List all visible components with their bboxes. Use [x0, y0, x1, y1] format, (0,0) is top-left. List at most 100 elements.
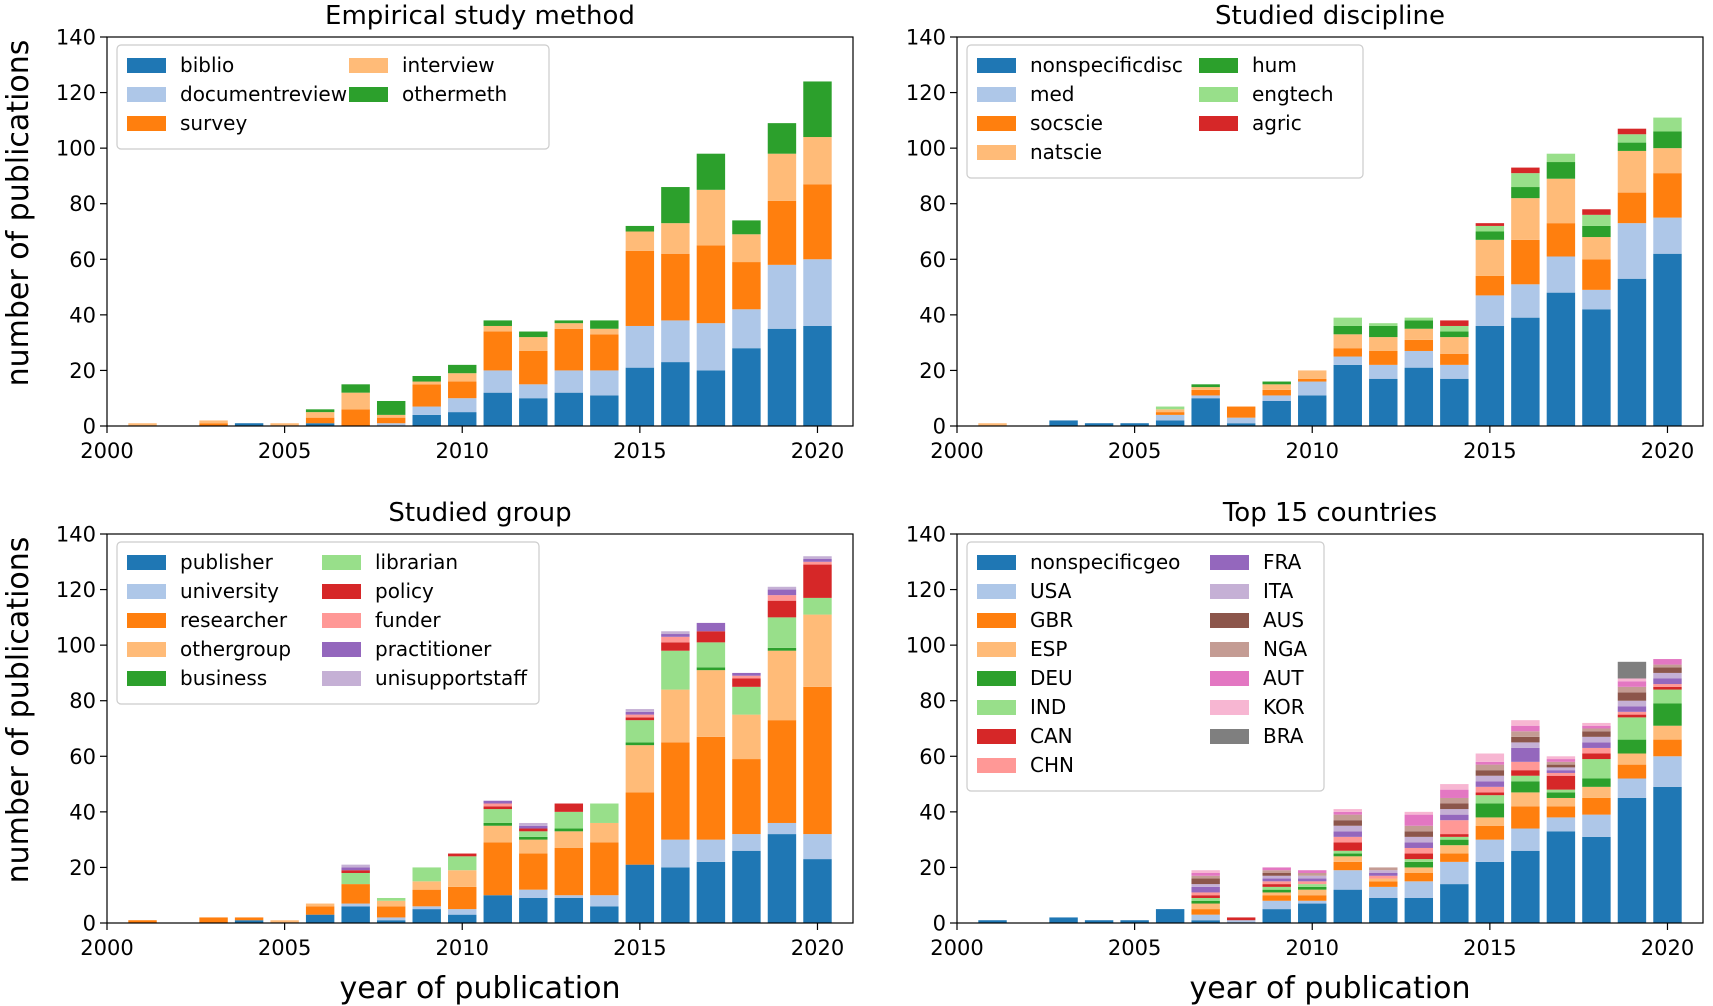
bar-librarian-2014 — [590, 803, 619, 823]
legend-label-othermeth: othermeth — [402, 82, 507, 106]
bar-policy-2007 — [341, 870, 370, 873]
y-tick-label: 140 — [56, 523, 96, 547]
bar-librarian-2009 — [412, 867, 441, 882]
bar-biblio-2010 — [448, 412, 477, 426]
x-tick-label: 2020 — [1641, 936, 1694, 960]
bar-esp-2012 — [1369, 878, 1398, 882]
bars — [128, 81, 832, 426]
y-tick-label: 120 — [56, 81, 96, 105]
bar-ind-2011 — [1333, 850, 1362, 854]
bar-aut-2019 — [1617, 681, 1647, 687]
bar-chn-2007 — [1191, 892, 1220, 896]
bar-usa-2017 — [1546, 817, 1576, 832]
legend-label-researcher: researcher — [180, 608, 288, 632]
bar-practitioner-2011 — [483, 800, 512, 804]
legend-label-esp: ESP — [1030, 637, 1067, 661]
legend-label-engtech: engtech — [1252, 82, 1334, 106]
bar-documentreview-2008 — [376, 423, 406, 426]
bar-ind-2017 — [1546, 789, 1576, 793]
bar-natscie-2010 — [1298, 370, 1327, 379]
y-tick-label: 40 — [69, 800, 96, 824]
bar-publisher-2011 — [483, 895, 512, 923]
bar-deu-2011 — [1333, 853, 1362, 857]
legend-label-publisher: publisher — [180, 550, 274, 574]
bar-ita-2020 — [1653, 672, 1682, 679]
bar-nonspecificdisc-2016 — [1511, 317, 1540, 426]
bar-socscie-2017 — [1546, 223, 1576, 257]
bar-kor-2014 — [1440, 784, 1469, 790]
bar-can-2014 — [1440, 834, 1469, 837]
y-tick-label: 120 — [906, 81, 946, 105]
legend-swatch-policy — [322, 584, 361, 599]
legend-label-gbr: GBR — [1030, 608, 1073, 632]
bar-natscie-2011 — [1333, 334, 1362, 349]
legend-label-deu: DEU — [1030, 666, 1073, 690]
bar-nonspecificgeo-2016 — [1511, 850, 1540, 923]
x-tick-label: 2015 — [613, 439, 666, 463]
legend-swatch-bra — [1210, 729, 1249, 744]
bar-med-2015 — [1475, 295, 1505, 326]
bar-othergroup-2015 — [625, 745, 655, 793]
legend-label-aus: AUS — [1263, 608, 1304, 632]
bar-researcher-2015 — [625, 792, 655, 865]
legend-swatch-university — [127, 584, 166, 599]
bar-ind-2014 — [1440, 836, 1469, 840]
bar-engtech-2016 — [1511, 173, 1540, 188]
bar-unisupportstaff-2019 — [767, 586, 797, 590]
bar-survey-2017 — [696, 245, 726, 324]
bar-researcher-2006 — [305, 906, 335, 915]
bar-med-2013 — [1404, 350, 1434, 368]
bar-documentreview-2016 — [661, 320, 690, 363]
bar-gbr-2011 — [1333, 861, 1362, 871]
plot-frame — [106, 533, 854, 924]
bar-fra-2020 — [1653, 678, 1682, 685]
bar-nonspecificgeo-2010 — [1298, 903, 1327, 923]
legend-swatch-agric — [1199, 116, 1238, 131]
bar-othergroup-2005 — [270, 920, 299, 923]
x-tick-label: 2005 — [1108, 439, 1161, 463]
bar-nonspecificgeo-2004 — [1084, 920, 1114, 923]
bar-aus-2016 — [1511, 736, 1540, 743]
bar-othermeth-2011 — [483, 320, 512, 326]
legend-swatch-othermeth — [349, 87, 388, 102]
bar-gbr-2013 — [1404, 872, 1434, 882]
bar-natscie-2018 — [1582, 237, 1611, 260]
bar-interview-2003 — [199, 420, 228, 424]
bar-interview-2014 — [590, 328, 619, 335]
bar-university-2008 — [376, 917, 406, 921]
bar-researcher-2012 — [519, 853, 548, 890]
bar-socscie-2014 — [1440, 353, 1469, 365]
bar-ind-2019 — [1617, 717, 1647, 740]
bar-engtech-2006 — [1155, 406, 1185, 410]
bar-publisher-2020 — [803, 859, 832, 923]
bar-publisher-2006 — [305, 914, 335, 923]
bar-documentreview-2018 — [732, 309, 761, 349]
bar-aut-2009 — [1262, 867, 1291, 871]
legend-swatch-ind — [977, 700, 1016, 715]
bar-ita-2016 — [1511, 742, 1540, 748]
bar-chn-2013 — [1404, 847, 1434, 854]
bar-hum-2014 — [1440, 331, 1469, 338]
bar-nonspecificdisc-2003 — [1049, 420, 1078, 426]
y-tick-label: 0 — [83, 415, 96, 439]
bar-aus-2009 — [1262, 872, 1291, 876]
bar-gbr-2007 — [1191, 909, 1220, 915]
bar-nonspecificdisc-2017 — [1546, 292, 1576, 426]
bar-can-2020 — [1653, 686, 1682, 690]
bar-med-2014 — [1440, 364, 1469, 379]
bar-university-2018 — [732, 834, 761, 851]
bar-nga-2007 — [1191, 875, 1220, 879]
bar-practitioner-2020 — [803, 559, 832, 562]
bar-othermeth-2009 — [412, 375, 441, 382]
bar-engtech-2018 — [1582, 214, 1611, 226]
bar-natscie-2009 — [1262, 384, 1291, 390]
y-tick-label: 100 — [906, 634, 946, 658]
bar-researcher-2011 — [483, 842, 512, 896]
bar-documentreview-2011 — [483, 370, 512, 393]
bar-nonspecificgeo-2020 — [1653, 786, 1682, 923]
bar-usa-2019 — [1617, 778, 1647, 798]
x-tick-label: 2005 — [1108, 936, 1161, 960]
bar-nonspecificdisc-2015 — [1475, 325, 1505, 426]
y-tick-label: 80 — [919, 689, 946, 713]
